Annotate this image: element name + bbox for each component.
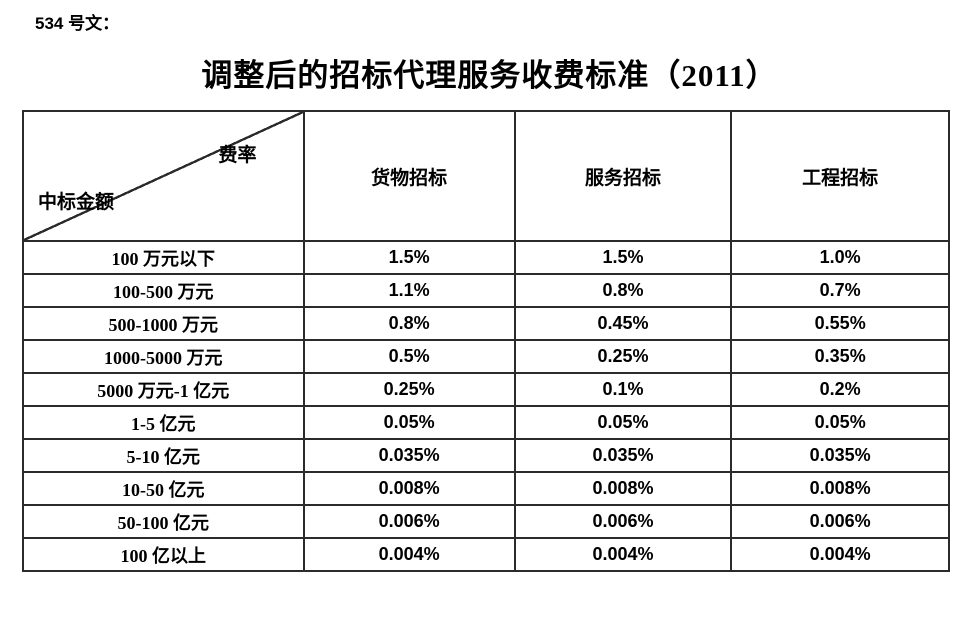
- table-row: 100 万元以下 1.5% 1.5% 1.0%: [22, 240, 950, 275]
- goods-rate-cell: 0.006%: [302, 504, 516, 539]
- services-rate-cell: 0.008%: [513, 471, 733, 506]
- services-rate-cell: 0.004%: [513, 537, 733, 572]
- amount-cell: 50-100 亿元: [22, 504, 305, 539]
- services-rate-cell: 0.05%: [513, 405, 733, 440]
- goods-rate-cell: 0.25%: [302, 372, 516, 407]
- amount-cell: 500-1000 万元: [22, 306, 305, 341]
- table-row: 500-1000 万元 0.8% 0.45% 0.55%: [22, 306, 950, 341]
- goods-rate-cell: 1.5%: [302, 240, 516, 275]
- column-header-engineering: 工程招标: [730, 110, 950, 242]
- page-title: 调整后的招标代理服务收费标准（2011）: [201, 58, 778, 93]
- amount-cell: 1000-5000 万元: [22, 339, 305, 374]
- amount-cell: 100-500 万元: [22, 273, 305, 308]
- engineering-rate-cell: 0.008%: [730, 471, 950, 506]
- amount-cell: 1-5 亿元: [22, 405, 305, 440]
- engineering-rate-cell: 0.2%: [730, 372, 950, 407]
- engineering-rate-cell: 0.006%: [730, 504, 950, 539]
- engineering-rate-cell: 0.004%: [730, 537, 950, 572]
- services-rate-cell: 0.1%: [513, 372, 733, 407]
- table-row: 5-10 亿元 0.035% 0.035% 0.035%: [22, 438, 950, 473]
- goods-rate-cell: 1.1%: [302, 273, 516, 308]
- goods-rate-cell: 0.05%: [302, 405, 516, 440]
- header-row: 费率 中标金额 货物招标 服务招标 工程招标: [22, 110, 950, 242]
- goods-rate-cell: 0.035%: [302, 438, 516, 473]
- corner-header-cell: 费率 中标金额: [22, 110, 305, 242]
- table-row: 100 亿以上 0.004% 0.004% 0.004%: [22, 537, 950, 572]
- amount-cell: 100 万元以下: [22, 240, 305, 275]
- services-rate-cell: 0.006%: [513, 504, 733, 539]
- services-rate-cell: 0.25%: [513, 339, 733, 374]
- corner-label-amount: 中标金额: [38, 192, 115, 213]
- services-rate-cell: 0.035%: [513, 438, 733, 473]
- amount-cell: 5000 万元-1 亿元: [22, 372, 305, 407]
- goods-rate-cell: 0.004%: [302, 537, 516, 572]
- goods-rate-cell: 0.8%: [302, 306, 516, 341]
- engineering-rate-cell: 1.0%: [730, 240, 950, 275]
- corner-label-rate: 费率: [218, 145, 257, 166]
- engineering-rate-cell: 0.35%: [730, 339, 950, 374]
- table-row: 5000 万元-1 亿元 0.25% 0.1% 0.2%: [22, 372, 950, 407]
- engineering-rate-cell: 0.05%: [730, 405, 950, 440]
- table-row: 100-500 万元 1.1% 0.8% 0.7%: [22, 273, 950, 308]
- amount-cell: 10-50 亿元: [22, 471, 305, 506]
- amount-cell: 5-10 亿元: [22, 438, 305, 473]
- column-header-goods: 货物招标: [302, 110, 516, 242]
- engineering-rate-cell: 0.55%: [730, 306, 950, 341]
- doc-number-label: 534 号文：: [35, 14, 120, 33]
- fee-rate-table: 费率 中标金额 货物招标 服务招标 工程招标 100 万元以下 1.5% 1.5…: [22, 110, 950, 572]
- diagonal-split: 费率 中标金额: [24, 112, 303, 240]
- engineering-rate-cell: 0.035%: [730, 438, 950, 473]
- goods-rate-cell: 0.5%: [302, 339, 516, 374]
- table-row: 1-5 亿元 0.05% 0.05% 0.05%: [22, 405, 950, 440]
- services-rate-cell: 0.45%: [513, 306, 733, 341]
- amount-cell: 100 亿以上: [22, 537, 305, 572]
- engineering-rate-cell: 0.7%: [730, 273, 950, 308]
- services-rate-cell: 1.5%: [513, 240, 733, 275]
- goods-rate-cell: 0.008%: [302, 471, 516, 506]
- services-rate-cell: 0.8%: [513, 273, 733, 308]
- table-row: 50-100 亿元 0.006% 0.006% 0.006%: [22, 504, 950, 539]
- column-header-services: 服务招标: [513, 110, 733, 242]
- table-row: 10-50 亿元 0.008% 0.008% 0.008%: [22, 471, 950, 506]
- table-row: 1000-5000 万元 0.5% 0.25% 0.35%: [22, 339, 950, 374]
